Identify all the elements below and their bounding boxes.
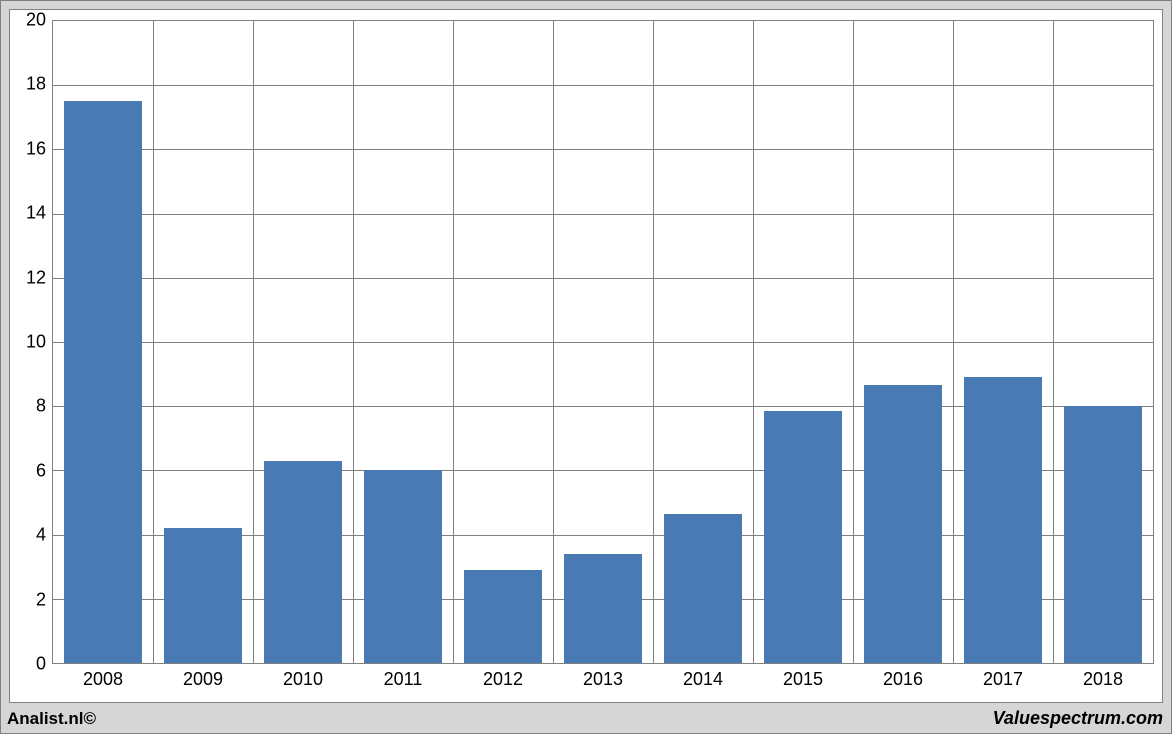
chart-outer-frame: 02468101214161820 2008200920102011201220… [0,0,1172,734]
x-tick-label: 2011 [384,669,423,690]
bar [564,554,642,663]
gridline-vertical [853,21,854,663]
x-tick-label: 2016 [883,669,923,690]
y-tick-label: 14 [26,203,46,224]
x-tick-label: 2012 [483,669,523,690]
footer-credit-right: Valuespectrum.com [993,708,1163,729]
gridline-vertical [253,21,254,663]
y-tick-label: 0 [36,654,46,675]
y-tick-label: 6 [36,460,46,481]
bar [764,411,842,663]
gridline-horizontal [53,342,1153,343]
y-tick-label: 12 [26,267,46,288]
y-tick-label: 8 [36,396,46,417]
x-tick-label: 2010 [283,669,323,690]
x-tick-label: 2013 [583,669,623,690]
x-tick-label: 2018 [1083,669,1123,690]
bar [964,377,1042,663]
y-axis: 0 2 4 6 8 10 12 14 16 18 20 [10,10,52,702]
bar [664,514,742,663]
bar [864,385,942,663]
gridline-vertical [153,21,154,663]
bar [1064,406,1142,663]
y-tick-label: 4 [36,525,46,546]
chart-plot-area: 2008200920102011201220132014201520162017… [52,20,1154,664]
x-tick-label: 2017 [983,669,1023,690]
plot-frame: 02468101214161820 2008200920102011201220… [9,9,1163,703]
y-tick-label: 10 [26,332,46,353]
x-tick-label: 2009 [183,669,223,690]
gridline-vertical [353,21,354,663]
gridline-vertical [553,21,554,663]
gridline-horizontal [53,278,1153,279]
y-tick-label: 20 [26,10,46,31]
x-tick-label: 2014 [683,669,723,690]
gridline-horizontal [53,214,1153,215]
gridline-vertical [453,21,454,663]
gridline-vertical [1053,21,1054,663]
gridline-vertical [953,21,954,663]
bar [264,461,342,663]
x-tick-label: 2008 [83,669,123,690]
y-tick-label: 2 [36,589,46,610]
bar [64,101,142,663]
gridline-vertical [653,21,654,663]
x-tick-label: 2015 [783,669,823,690]
footer-credit-left: Analist.nl© [7,709,96,729]
bar [164,528,242,663]
gridline-vertical [753,21,754,663]
y-tick-label: 16 [26,138,46,159]
bar [364,470,442,663]
gridline-horizontal [53,149,1153,150]
gridline-horizontal [53,85,1153,86]
y-tick-label: 18 [26,74,46,95]
bar [464,570,542,663]
